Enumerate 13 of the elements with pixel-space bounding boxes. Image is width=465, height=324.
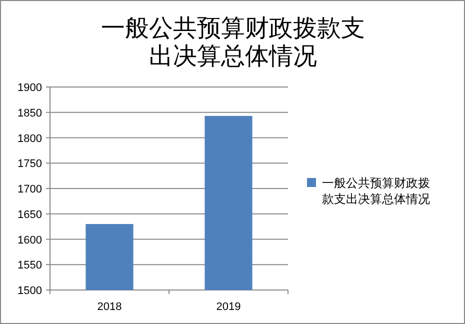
legend: 一般公共预算财政拨款支出决算总体情况 — [307, 176, 430, 206]
y-tick-label: 1850 — [18, 107, 42, 120]
y-tick-label: 1600 — [18, 234, 42, 246]
y-tick-label: 1550 — [18, 260, 42, 272]
y-tick-label: 1500 — [18, 285, 42, 297]
x-tick-label: 2019 — [216, 301, 241, 313]
x-tick-label: 2018 — [97, 301, 122, 313]
y-tick-label: 1750 — [18, 158, 42, 170]
y-tick-label: 1700 — [18, 184, 42, 196]
y-tick-label: 1900 — [18, 82, 42, 94]
y-tick-label: 1650 — [18, 208, 42, 221]
title: 一般公共预算财政拨款支出决算总体情况 — [101, 15, 365, 70]
y-tick-label: 1800 — [18, 132, 42, 145]
